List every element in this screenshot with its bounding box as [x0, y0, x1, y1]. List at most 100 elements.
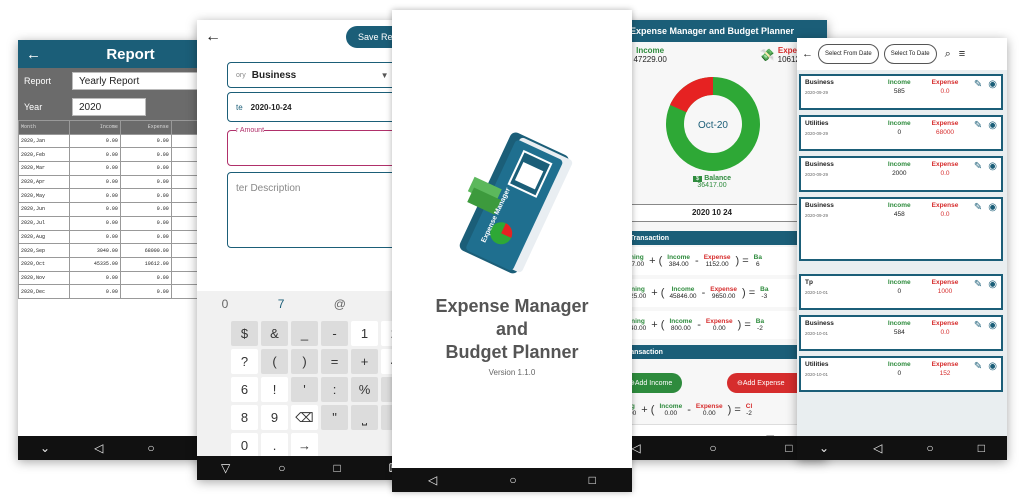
view-eye-icon[interactable]: ◉ [988, 320, 997, 331]
edit-icon[interactable]: ✎ [973, 320, 983, 331]
recents-icon[interactable]: □ [977, 441, 985, 455]
view-eye-icon[interactable]: ◉ [988, 202, 997, 213]
sort-icon[interactable]: ≡ [958, 48, 966, 60]
table-cell: 2020,Jun [18, 202, 70, 217]
edit-icon[interactable]: ✎ [973, 361, 983, 372]
income-value: 2000 [892, 170, 907, 177]
amount-field[interactable]: r Amount [227, 127, 417, 166]
kb-suggest-2[interactable]: 7 [277, 297, 285, 311]
monthly-row[interactable]: 23Oct Opening-30140.00 + ( Income800.00 … [601, 311, 827, 339]
col-month: Month [18, 120, 70, 135]
kb-suggest-1[interactable]: 0 [221, 297, 229, 311]
keyboard-key[interactable]: : [321, 377, 348, 402]
table-cell: 2020,Oct [18, 256, 70, 272]
keyboard-key[interactable]: _ [291, 321, 318, 346]
chevron-down-icon[interactable]: ⌄ [40, 441, 51, 455]
home-icon[interactable]: ○ [709, 441, 717, 455]
transaction-card[interactable]: Tp 2020-10-01 Income 0 Expense 1000 ✎ ◉ [799, 274, 1003, 310]
transaction-card[interactable]: Utilities 2020-10-01 Income 0 Expense 152 ✎… [799, 356, 1003, 392]
dropdown-icon[interactable]: ▼ [380, 70, 389, 80]
view-eye-icon[interactable]: ◉ [988, 361, 997, 372]
home-icon[interactable]: ○ [926, 441, 934, 455]
back-arrow-icon[interactable]: ← [26, 45, 41, 63]
back-arrow-icon[interactable]: ← [205, 28, 221, 45]
back-icon[interactable]: ◁ [631, 441, 641, 455]
back-icon[interactable]: ◁ [428, 473, 438, 487]
monthly-label: Monthly Transaction [601, 234, 670, 242]
transaction-card[interactable]: Business 2020-09-29 Income 585 Expense 0.0 … [799, 74, 1003, 110]
keyboard-key[interactable]: 6 [231, 377, 258, 402]
view-eye-icon[interactable]: ◉ [988, 120, 997, 131]
transaction-date: 2020-10-01 [805, 290, 829, 295]
transaction-date: 2020-10-01 [805, 372, 829, 377]
keyboard-key[interactable]: = [321, 349, 348, 374]
transaction-card[interactable]: Utilities 2020-09-29 Income 0 Expense 68000… [799, 115, 1003, 151]
keyboard-key[interactable]: ) [291, 349, 318, 374]
table-cell: 0.00 [68, 174, 121, 190]
date-field[interactable]: te 2020-10-24 ▦ [227, 92, 417, 122]
report-header: ← Report [18, 40, 228, 68]
transaction-card[interactable]: Business 2020-09-29 Income 2000 Expense 0.0… [799, 156, 1003, 192]
back-arrow-icon[interactable]: ← [802, 48, 813, 60]
keyboard-key[interactable]: ( [261, 349, 288, 374]
expense-label: Expense [703, 254, 731, 261]
recents-icon[interactable]: □ [333, 461, 341, 475]
monthly-row[interactable]: 06Oct Opening-66325.00 + ( Income45846.0… [601, 279, 827, 307]
keyboard-key[interactable]: % [351, 377, 378, 402]
edit-icon[interactable]: ✎ [973, 279, 983, 290]
back-icon[interactable]: ◁ [873, 441, 883, 455]
keyboard-key[interactable]: 9 [261, 405, 288, 430]
splash-screen: Expense Manager Expense Manager and Budg… [392, 10, 632, 492]
transaction-card[interactable]: Business 2020-09-29 Income 458 Expense 0.0 … [799, 197, 1003, 261]
income-label: Income [669, 318, 693, 325]
yearly-income: 0.00 [664, 410, 678, 417]
keyboard-key[interactable]: ' [291, 377, 318, 402]
keyboard-key[interactable]: ⌫ [291, 405, 318, 430]
keyboard-key[interactable]: ! [261, 377, 288, 402]
keyboard-key[interactable]: 0 [231, 433, 258, 458]
chevron-down-icon[interactable]: ⌄ [819, 441, 830, 455]
keyboard-key[interactable]: " [321, 405, 348, 430]
home-icon[interactable]: ○ [278, 461, 286, 475]
back-icon[interactable]: ◁ [94, 441, 104, 455]
keyboard-key[interactable]: $ [231, 321, 258, 346]
edit-icon[interactable]: ✎ [973, 120, 983, 131]
keyboard-key[interactable]: ? [231, 349, 258, 374]
table-cell: 0.00 [68, 215, 121, 231]
expense-value: 0.00 [712, 325, 726, 332]
edit-icon[interactable]: ✎ [973, 202, 983, 213]
home-icon[interactable]: ○ [147, 441, 155, 455]
back-icon[interactable]: ▽ [220, 461, 231, 475]
home-icon[interactable]: ○ [509, 473, 517, 487]
yearly-closing: -2 [746, 410, 752, 417]
category-field[interactable]: ory Business ▼ ▣ [227, 62, 417, 88]
view-eye-icon[interactable]: ◉ [988, 161, 997, 172]
description-field[interactable]: ter Description [227, 172, 417, 248]
year-input[interactable]: 2020 [72, 98, 146, 116]
edit-icon[interactable]: ✎ [973, 161, 983, 172]
keyboard-key[interactable]: . [261, 433, 288, 458]
keyboard-key[interactable]: + [351, 349, 378, 374]
to-date-button[interactable]: Select To Date [883, 44, 937, 64]
recents-icon[interactable]: □ [785, 441, 793, 455]
keyboard-key[interactable]: → [291, 433, 318, 458]
balance-label: Ba [753, 254, 762, 261]
recents-icon[interactable]: □ [588, 473, 596, 487]
yearly-expense-label: Expense [695, 403, 723, 410]
keyboard-key[interactable]: 1 [351, 321, 378, 346]
splash-line-2: and [495, 319, 528, 339]
keyboard-key[interactable]: 8 [231, 405, 258, 430]
date-selector[interactable]: 2020 10 24 [601, 204, 823, 222]
view-eye-icon[interactable]: ◉ [988, 79, 997, 90]
keyboard-key[interactable]: & [261, 321, 288, 346]
from-date-button[interactable]: Select From Date [818, 44, 879, 64]
keyboard-key[interactable]: ⎵ [351, 405, 378, 430]
edit-icon[interactable]: ✎ [973, 79, 983, 90]
view-eye-icon[interactable]: ◉ [988, 279, 997, 290]
balance-value: -3 [761, 293, 768, 300]
kb-suggest-3[interactable]: @ [333, 297, 346, 311]
transaction-card[interactable]: Business 2020-10-01 Income 584 Expense 0.0 … [799, 315, 1003, 351]
search-icon[interactable]: ⌕ [944, 47, 951, 60]
keyboard-key[interactable]: - [321, 321, 348, 346]
